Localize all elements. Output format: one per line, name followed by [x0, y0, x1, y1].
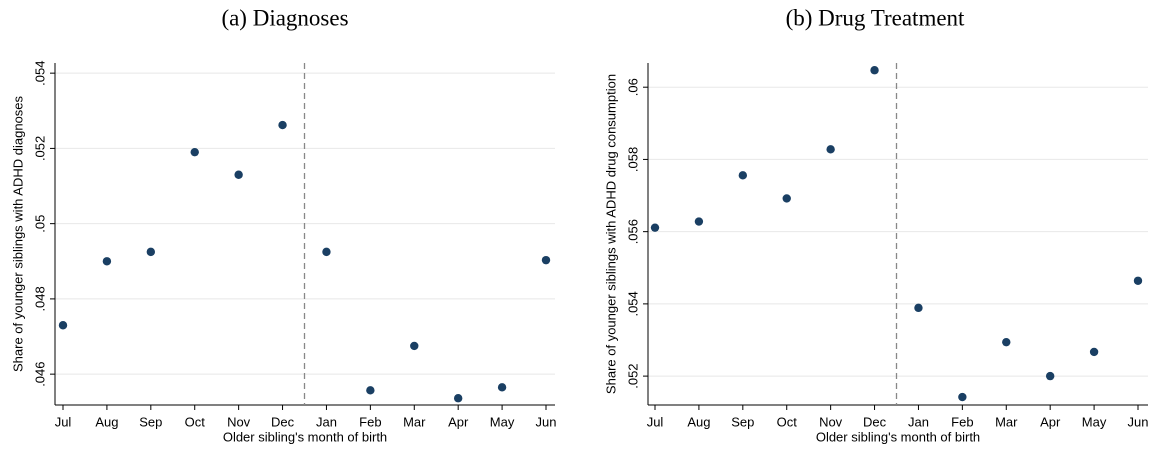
y-tick-label: .06	[625, 78, 640, 96]
point	[410, 341, 419, 351]
x-tick-label: Oct	[185, 414, 206, 429]
point	[322, 247, 331, 257]
x-tick-label: Sep	[731, 414, 754, 429]
x-tick-label: Oct	[777, 414, 798, 429]
chart-title: (b) Drug Treatment	[786, 5, 965, 30]
x-tick-label: May	[490, 414, 515, 429]
y-tick-label: .052	[32, 136, 47, 161]
point	[914, 303, 923, 313]
y-tick-label: .054	[32, 61, 47, 86]
point	[694, 217, 704, 226]
point	[366, 386, 375, 395]
y-tick-label: .046	[32, 361, 47, 386]
point	[1002, 337, 1011, 347]
point	[826, 145, 835, 154]
y-tick-label: .048	[32, 286, 47, 311]
y-tick-label: .05	[32, 215, 47, 233]
point	[234, 170, 243, 179]
point	[102, 257, 112, 266]
x-axis-label: Older sibling's month of birth	[816, 429, 980, 444]
x-tick-label: Apr	[448, 414, 469, 429]
point	[1133, 276, 1143, 285]
point	[541, 255, 551, 265]
x-tick-label: Jan	[908, 414, 929, 429]
x-tick-label: Jul	[647, 414, 664, 429]
x-tick-label: Nov	[227, 414, 251, 429]
point	[497, 383, 507, 392]
point	[453, 394, 463, 403]
y-tick-label: .056	[625, 219, 640, 244]
x-tick-label: Aug	[687, 414, 710, 429]
x-tick-label: Mar	[403, 414, 426, 429]
point	[650, 223, 660, 232]
x-tick-label: Mar	[995, 414, 1018, 429]
x-tick-label: Sep	[139, 414, 162, 429]
x-tick-label: Jul	[55, 414, 72, 429]
point	[1045, 371, 1055, 381]
x-tick-label: May	[1082, 414, 1107, 429]
point	[1089, 347, 1099, 357]
y-tick-label: .052	[625, 363, 640, 388]
point	[958, 392, 967, 402]
point	[146, 247, 156, 257]
x-tick-label: Jun	[536, 414, 557, 429]
point	[58, 321, 68, 330]
x-tick-label: Jan	[316, 414, 337, 429]
chart-title: (a) Diagnoses	[221, 5, 348, 30]
x-tick-label: Feb	[359, 414, 381, 429]
x-tick-label: Feb	[951, 414, 973, 429]
x-tick-label: Aug	[95, 414, 118, 429]
x-tick-label: Dec	[863, 414, 887, 429]
point	[278, 120, 287, 130]
y-axis-label: Share of younger siblings with ADHD drug…	[603, 74, 618, 394]
x-tick-label: Dec	[271, 414, 295, 429]
point	[782, 194, 791, 203]
x-tick-label: Apr	[1040, 414, 1061, 429]
y-tick-label: .058	[625, 147, 640, 172]
x-tick-label: Nov	[819, 414, 843, 429]
y-axis-label: Share of younger siblings with ADHD diag…	[10, 95, 25, 372]
point	[190, 147, 199, 157]
y-tick-label: .054	[625, 291, 640, 316]
x-axis-label: Older sibling's month of birth	[223, 429, 387, 444]
point	[738, 171, 748, 180]
x-tick-label: Jun	[1128, 414, 1149, 429]
point	[870, 66, 879, 75]
